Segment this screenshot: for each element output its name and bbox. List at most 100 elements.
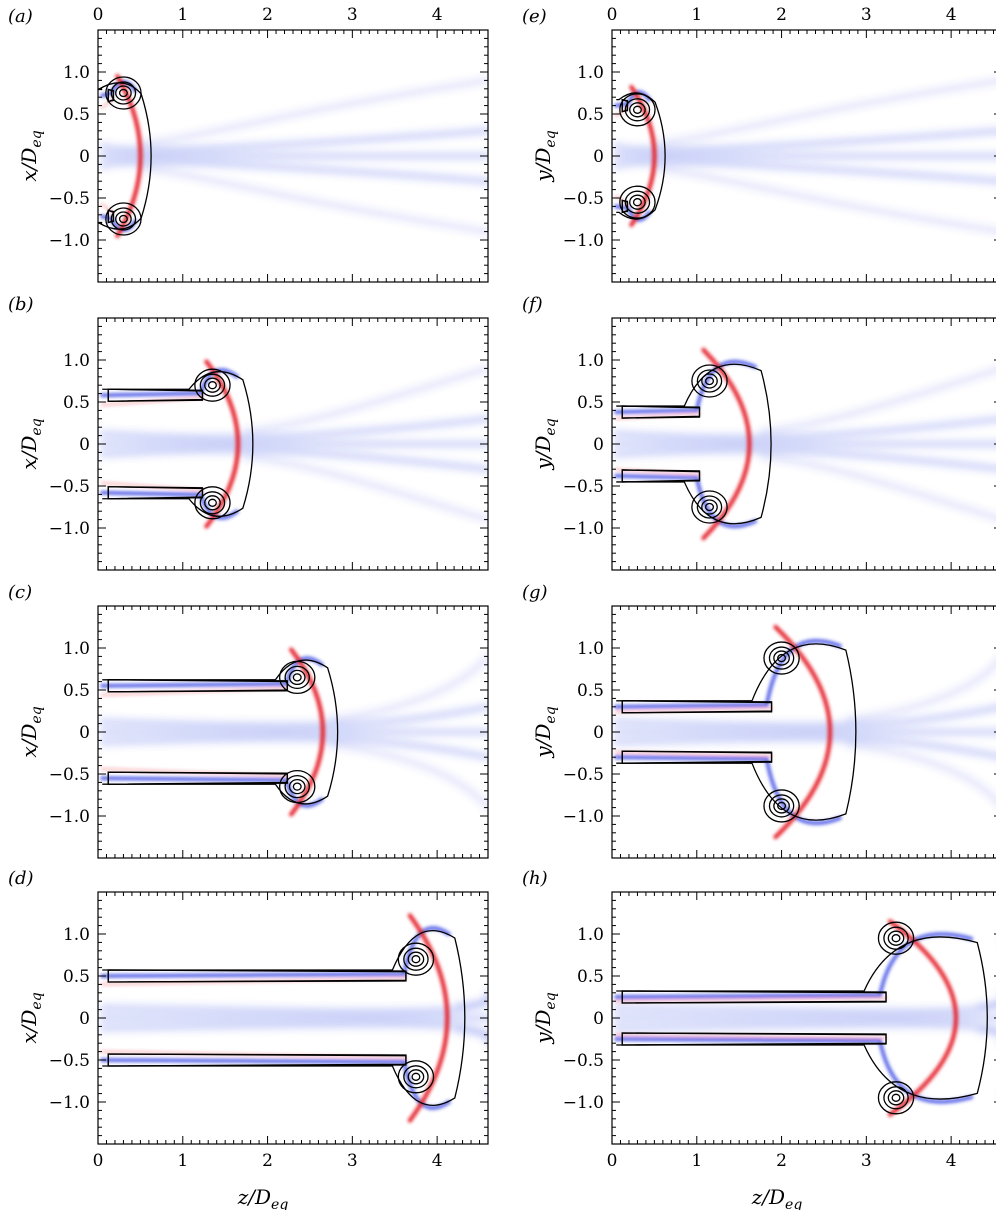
wake-streak	[327, 742, 488, 811]
vortex-contour	[877, 1081, 915, 1115]
outer-contour	[98, 82, 152, 230]
shear-layer	[614, 932, 974, 999]
vortex-contour	[105, 202, 142, 236]
contours	[616, 92, 666, 220]
vortex-contour	[705, 502, 715, 512]
vortex-contour	[284, 774, 310, 799]
vortex-contour	[199, 491, 226, 515]
y-axis-label: x/Deq	[17, 418, 45, 469]
x-tick-label-top: 2	[776, 5, 787, 25]
vortex-contour	[288, 778, 306, 795]
panel-c: 1.0 0.5 0 −0.5 −1.0 (c) x/Deq	[8, 582, 489, 859]
front-curve	[407, 913, 450, 1123]
shear-layer	[614, 473, 758, 529]
panel-label: (e)	[522, 6, 547, 27]
x-tick-label: 4	[946, 1151, 957, 1171]
vortex-contour	[403, 1065, 429, 1089]
x-tick-label-top: 0	[93, 5, 104, 25]
vortex-contour	[777, 801, 787, 811]
y-tick-label: 0	[79, 723, 90, 743]
y-tick-label: −1.0	[563, 807, 604, 827]
vortex-contour	[118, 88, 128, 98]
y-tick-label: 0.5	[577, 393, 604, 413]
wake-streak	[613, 704, 996, 729]
y-tick-label: −1.0	[563, 231, 604, 251]
vortex-contour	[407, 1069, 425, 1085]
y-axis-label: x/Deq	[17, 992, 45, 1043]
wake-streaks	[99, 77, 488, 235]
y-tick-label: 0	[593, 147, 604, 167]
y-tick-label: 0	[593, 1009, 604, 1029]
vortex-contour	[701, 499, 718, 515]
wake-streak	[99, 989, 488, 1015]
x-tick-label: 0	[607, 1151, 618, 1171]
shear-layer	[100, 776, 324, 808]
tail-contour	[621, 750, 773, 764]
vortex-contour	[407, 951, 425, 967]
vortex-contour	[118, 214, 128, 224]
wake-streak	[99, 127, 488, 153]
wake-streak	[976, 1028, 996, 1036]
shear-layer	[100, 926, 451, 978]
wake-streak	[327, 653, 488, 722]
leading-front	[887, 919, 958, 1117]
y-tick-label: 0.5	[63, 105, 90, 125]
wake-streaks	[613, 367, 996, 521]
vortex-contour	[691, 490, 728, 524]
vortex-contour	[397, 1060, 435, 1094]
vortex-contour	[207, 498, 217, 507]
x-tick-label-top: 4	[432, 5, 443, 25]
y-tick-label: 1.0	[63, 925, 90, 945]
wake-streak	[242, 454, 488, 523]
x-tick-label-top: 1	[177, 5, 188, 25]
tail-contour	[621, 990, 887, 1004]
outer-contour	[102, 929, 466, 1107]
vorticity-field	[613, 347, 996, 541]
panel-f: 1.0 0.5 0 −0.5 −1.0 (f) y/Deq	[522, 294, 996, 571]
wake-streak	[140, 166, 488, 235]
y-tick-label: 0	[79, 147, 90, 167]
y-tick-label: 0.5	[577, 967, 604, 987]
vortex-contour	[629, 194, 646, 210]
vortex-contour	[411, 955, 421, 964]
shear-layer-inner	[614, 1033, 888, 1040]
contours	[102, 659, 339, 805]
shear-layer	[100, 656, 324, 688]
y-axis-label: y/Deq	[531, 992, 559, 1044]
tail-contour	[107, 771, 288, 785]
vortex-contour	[768, 794, 795, 818]
panel-label: (h)	[522, 868, 548, 889]
panel-h: 1.0 0.5 0 −0.5 −1.0 0 1 2 3 4 (h) y/Deq	[522, 868, 996, 1171]
vorticity-field	[98, 73, 488, 239]
y-tick-label: −1.0	[49, 231, 90, 251]
y-tick-label: 0.5	[63, 681, 90, 701]
x-tick-label: 2	[776, 1151, 787, 1171]
tail-contour	[621, 700, 773, 714]
vortex-contour	[204, 495, 221, 511]
x-tick-label: 2	[262, 1151, 273, 1171]
wake-streaks	[613, 1000, 996, 1036]
y-axis-label: x/Deq	[17, 130, 45, 181]
x-tick-label-top: 2	[262, 5, 273, 25]
y-tick-label: −0.5	[49, 765, 90, 785]
outer-contour	[616, 936, 988, 1100]
front-curve	[701, 347, 752, 541]
y-tick-label: −0.5	[563, 189, 604, 209]
x-tick-label: 3	[861, 1151, 872, 1171]
y-tick-label: −0.5	[563, 477, 604, 497]
y-tick-label: 1.0	[63, 63, 90, 83]
wake-streak	[613, 735, 996, 760]
vortex-contour	[773, 798, 790, 814]
tail-contour	[621, 469, 701, 483]
vortex-contour	[624, 98, 651, 122]
outer-contour	[102, 371, 254, 517]
tail-contour	[621, 98, 629, 113]
vortex-contour	[619, 93, 656, 127]
y-tick-label: 0.5	[577, 681, 604, 701]
vorticity-field	[613, 919, 996, 1117]
vortex-contour	[696, 369, 723, 393]
vortex-contour	[768, 646, 795, 670]
vortex-contour	[115, 211, 132, 227]
vortex-contour	[411, 1072, 421, 1081]
wake-streak	[613, 416, 996, 441]
